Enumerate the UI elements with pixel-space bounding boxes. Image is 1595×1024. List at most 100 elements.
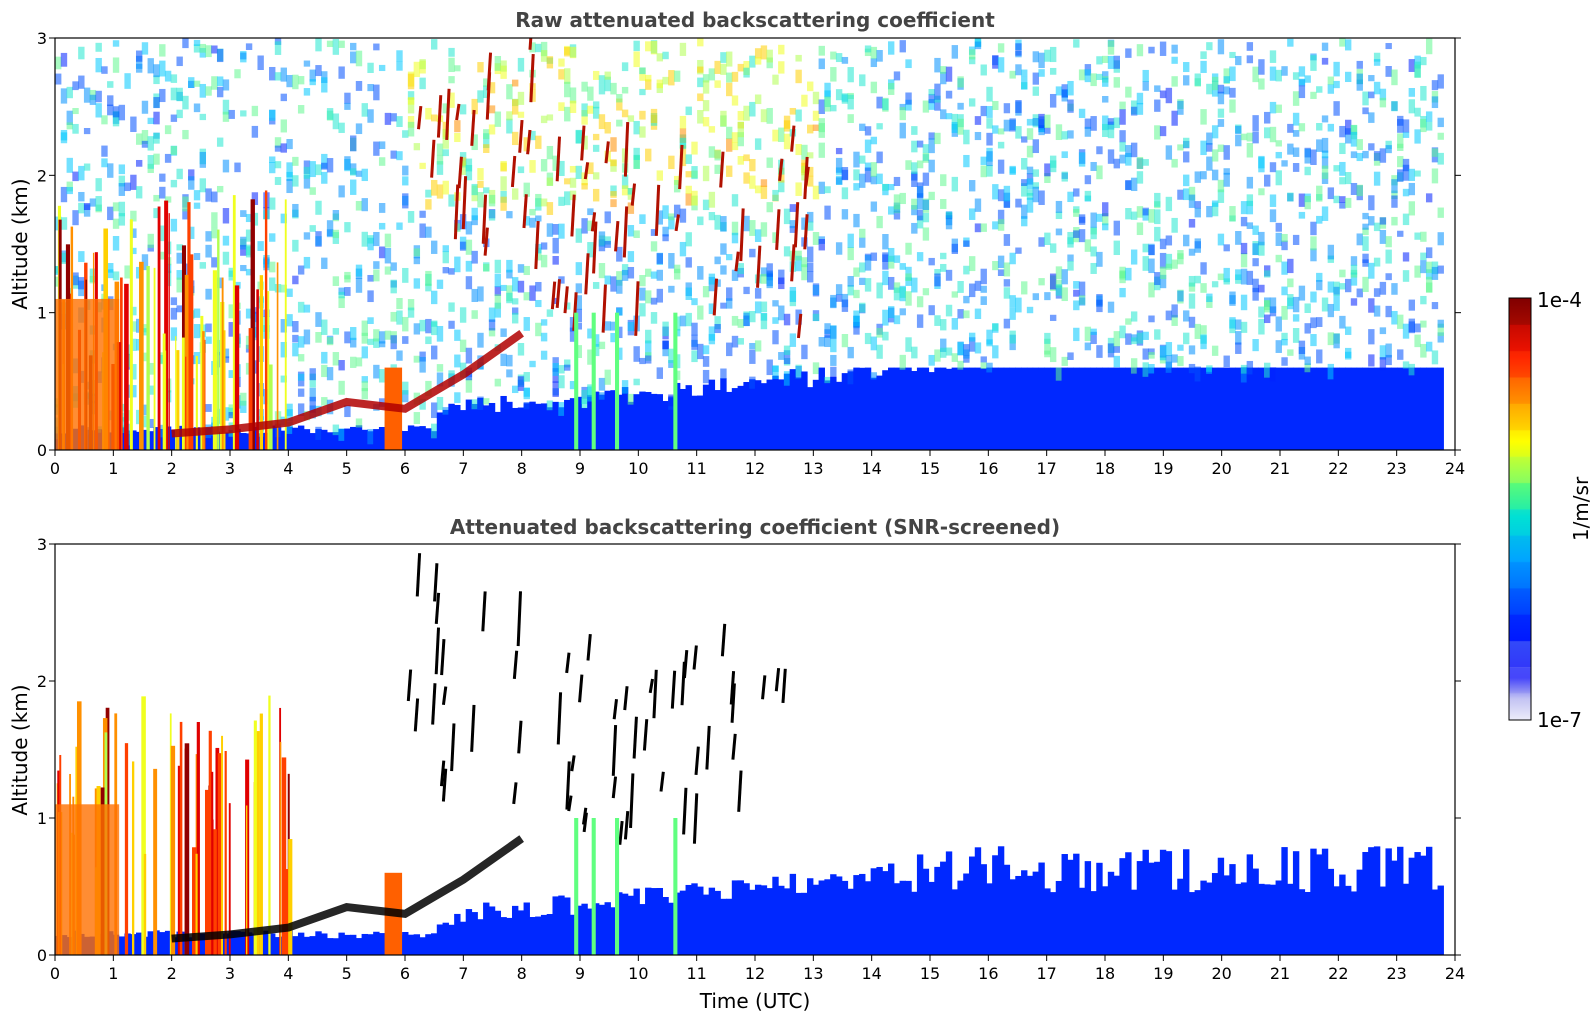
aerosol-column — [511, 407, 519, 450]
noise-speckle — [708, 146, 716, 158]
noise-speckle — [367, 109, 374, 123]
noise-speckle — [1061, 84, 1068, 98]
noise-speckle — [465, 239, 473, 255]
noise-speckle — [257, 241, 264, 251]
noise-speckle — [737, 155, 744, 165]
noise-speckle — [731, 132, 739, 143]
noise-speckle — [72, 123, 79, 134]
aerosol-column — [1420, 855, 1427, 955]
aerosol-column — [465, 399, 473, 450]
aerosol-column — [1327, 367, 1335, 450]
noise-speckle — [540, 159, 548, 172]
x-tick-label: 6 — [400, 964, 410, 983]
noise-speckle — [546, 145, 554, 160]
noise-speckle — [1292, 234, 1300, 245]
noise-speckle — [211, 212, 218, 228]
noise-speckle — [135, 133, 143, 145]
noise-speckle — [662, 321, 669, 337]
noise-speckle — [326, 40, 334, 48]
noise-speckle — [309, 396, 316, 413]
noise-speckle — [934, 273, 941, 287]
noise-speckle — [1431, 168, 1439, 184]
aerosol-column — [876, 866, 883, 955]
noise-speckle — [1015, 64, 1022, 76]
noise-speckle — [1165, 253, 1173, 269]
noise-speckle — [338, 296, 345, 309]
x-tick-label: 23 — [1386, 964, 1406, 983]
noise-speckle — [760, 273, 768, 284]
noise-speckle — [1292, 72, 1300, 80]
noise-speckle — [980, 268, 987, 285]
aerosol-column — [1298, 889, 1306, 955]
noise-speckle — [830, 67, 837, 82]
aerosol-column — [1090, 891, 1097, 955]
fallstreak-column — [574, 818, 579, 955]
noise-speckle — [338, 185, 345, 198]
noise-speckle — [1287, 143, 1294, 155]
noise-speckle — [1061, 356, 1068, 366]
aerosol-column — [1200, 880, 1207, 955]
noise-speckle — [269, 197, 276, 210]
noise-speckle — [1026, 128, 1034, 140]
noise-speckle — [783, 246, 791, 257]
noise-speckle — [1148, 282, 1155, 298]
elevated-streak — [555, 136, 562, 182]
cloud-column — [208, 730, 212, 955]
x-tick-label: 15 — [920, 964, 940, 983]
aerosol-column — [350, 426, 357, 450]
noise-speckle — [870, 136, 878, 145]
noise-speckle — [112, 106, 120, 118]
elevated-streak — [674, 214, 680, 232]
aerosol-column — [627, 895, 635, 955]
noise-speckle — [361, 381, 368, 392]
noise-speckle — [1425, 261, 1433, 273]
noise-speckle — [124, 73, 131, 89]
noise-speckle — [332, 352, 340, 366]
noise-speckle — [899, 40, 906, 53]
y-tick-label: 3 — [37, 535, 47, 554]
noise-speckle — [454, 329, 461, 341]
noise-speckle — [934, 132, 941, 145]
noise-speckle — [1090, 246, 1097, 257]
noise-speckle — [228, 407, 235, 416]
noise-speckle — [1246, 55, 1254, 64]
aerosol-column — [743, 382, 750, 450]
noise-speckle — [309, 187, 316, 195]
noise-speckle — [269, 233, 276, 242]
noise-speckle — [1316, 185, 1323, 202]
x-tick-label: 5 — [342, 964, 352, 983]
noise-speckle — [1327, 332, 1335, 346]
x-tick-label: 12 — [745, 459, 765, 478]
noise-speckle — [911, 140, 918, 153]
aerosol-column — [1373, 846, 1381, 955]
noise-speckle — [645, 268, 652, 277]
noise-speckle — [1142, 81, 1149, 91]
noise-speckle — [523, 402, 530, 410]
noise-speckle — [1148, 363, 1155, 374]
aerosol-column — [1425, 846, 1433, 955]
noise-speckle — [407, 299, 415, 311]
noise-speckle — [95, 57, 102, 73]
noise-speckle — [315, 38, 322, 52]
cloud-column — [268, 695, 271, 955]
noise-speckle — [471, 183, 478, 196]
noise-speckle — [1107, 40, 1115, 55]
noise-speckle — [390, 335, 397, 350]
aerosol-column — [350, 934, 357, 955]
noise-speckle — [1003, 234, 1011, 246]
elevated-streak — [534, 220, 540, 270]
aerosol-column — [1015, 367, 1022, 450]
noise-speckle — [876, 123, 883, 130]
cloud-column — [228, 803, 231, 955]
noise-speckle — [847, 346, 854, 359]
noise-speckle — [240, 110, 247, 117]
aerosol-column — [511, 905, 519, 955]
aerosol-column — [153, 427, 160, 450]
noise-speckle — [1026, 178, 1034, 190]
noise-speckle — [1183, 137, 1190, 148]
aerosol-column — [575, 396, 583, 450]
noise-speckle — [1217, 84, 1225, 94]
noise-speckle — [506, 292, 513, 304]
snr-axes: 0 1 2 3 4 5 6 7 8 9 10 11 12 13 14 15 16 17 18 19 20 21 22 23 24… — [37, 535, 1465, 983]
noise-speckle — [448, 370, 455, 380]
